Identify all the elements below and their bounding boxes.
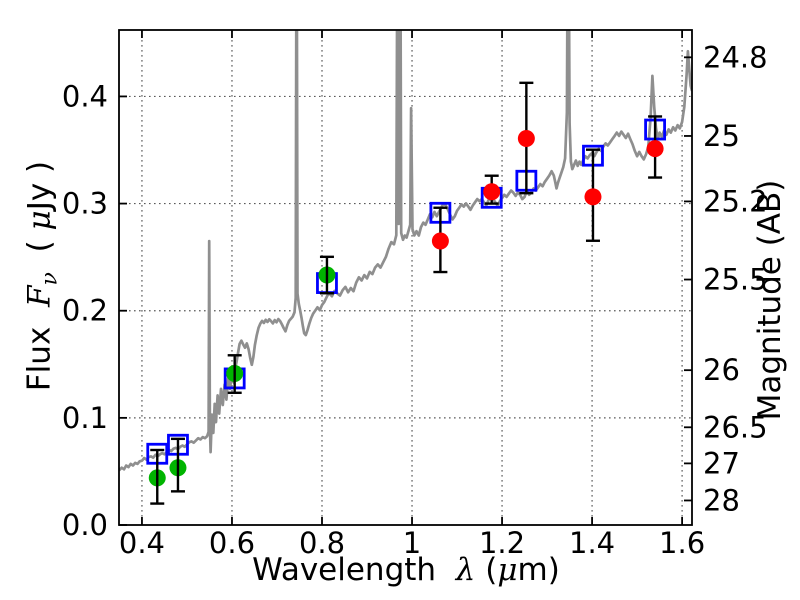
observed-infrared-point	[431, 232, 449, 250]
x-tick-label: 1	[403, 526, 421, 560]
x-tick-labels: 0.4 0.6 0.8 1 1.2 1.4 1.6	[119, 526, 705, 560]
magnitude-label-text: Magnitude (AB)	[752, 179, 788, 421]
flux-label-text: Flux	[21, 306, 58, 392]
magnitude-tick-label: 26	[703, 353, 740, 387]
magnitude-tick-label: 25	[703, 119, 740, 153]
plot-border	[118, 29, 693, 526]
magnitude-tick-label: 25.2	[703, 184, 768, 218]
nu-subscript: ν	[37, 272, 63, 286]
lambda-symbol: λ	[455, 552, 476, 588]
magnitude-tick-label: 27	[703, 446, 740, 480]
x-axis-label-text: Wavelength	[252, 552, 456, 588]
model-spectrum-line	[119, 30, 692, 472]
x-tick-label: 0.6	[209, 526, 255, 560]
x-tick-label: 1.2	[479, 526, 525, 560]
flux-tick-label: 0.1	[62, 401, 108, 435]
mu-symbol: μ	[497, 552, 518, 588]
axis-ticks	[119, 30, 692, 526]
x-axis-label: Wavelength λ (μm)	[252, 552, 560, 588]
flux-tick-label: 0.0	[62, 508, 108, 542]
flux-tick-labels: 0.0 0.1 0.2 0.3 0.4	[62, 79, 108, 542]
flux-unit-mu: μ	[21, 210, 58, 231]
observed-infrared-point	[584, 188, 602, 206]
flux-tick-label: 0.4	[62, 79, 108, 113]
magnitude-tick-label: 25.5	[703, 263, 768, 297]
observed-infrared-point	[517, 130, 535, 148]
y-axis-label-flux: Flux Fν ( μJy )	[21, 161, 62, 391]
model-photometry-points	[146, 118, 666, 465]
y-axis-label-magnitude: Magnitude (AB)	[752, 180, 788, 421]
x-tick-label: 1.4	[569, 526, 615, 560]
observed-infrared-points	[431, 130, 664, 250]
grid	[119, 30, 692, 525]
flux-unit-close: Jy )	[21, 160, 58, 211]
magnitude-tick-label: 28	[703, 483, 740, 517]
error-bars-optical	[150, 255, 334, 505]
magnitude-tick-label: 26.5	[703, 410, 768, 444]
observed-infrared-point	[646, 140, 664, 158]
flux-symbol: F	[21, 285, 58, 307]
magnitude-tick-label: 24.8	[703, 40, 768, 74]
flux-unit-open: (	[21, 230, 58, 273]
x-tick-label: 1.6	[659, 526, 705, 560]
x-tick-label: 0.8	[299, 526, 345, 560]
x-axis-unit-close: m)	[517, 552, 560, 588]
x-axis-unit-open: (	[475, 552, 498, 588]
observed-infrared-point	[483, 183, 501, 201]
flux-tick-label: 0.3	[62, 187, 108, 221]
flux-tick-label: 0.2	[62, 294, 108, 328]
x-tick-label: 0.4	[119, 526, 165, 560]
